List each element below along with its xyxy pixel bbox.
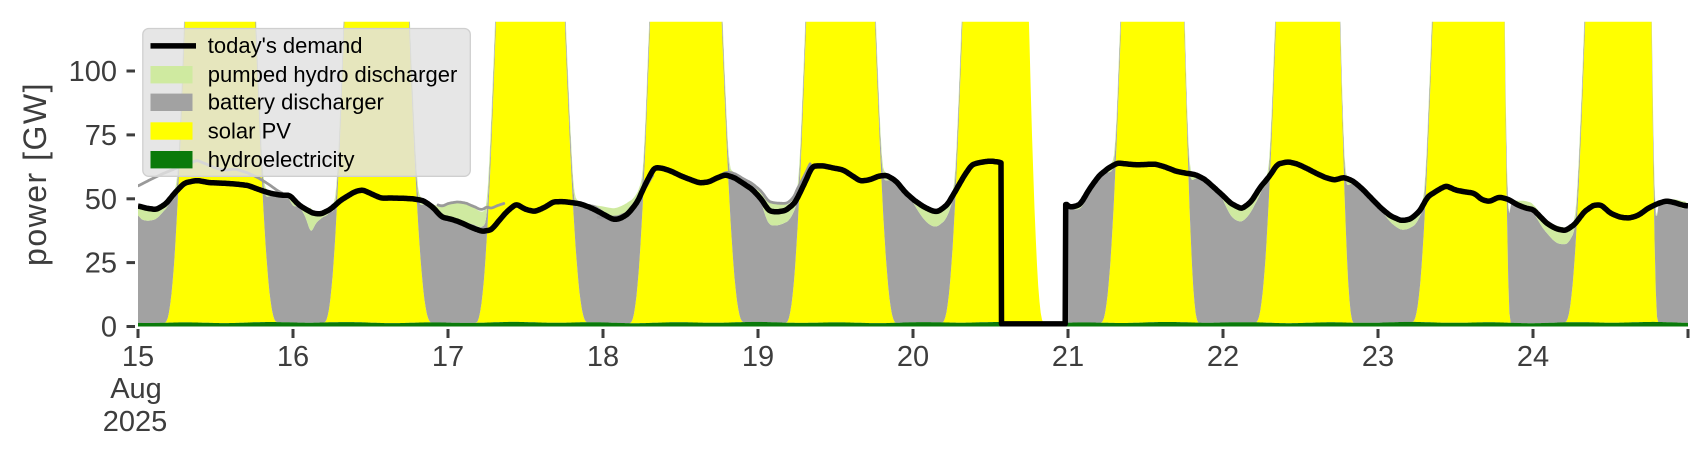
svg-text:today's demand: today's demand	[208, 33, 363, 58]
svg-text:75: 75	[85, 120, 117, 152]
svg-text:100: 100	[69, 56, 117, 88]
svg-text:23: 23	[1362, 341, 1394, 373]
svg-text:solar PV: solar PV	[208, 118, 291, 143]
svg-text:Aug: Aug	[110, 373, 162, 405]
svg-text:hydroelectricity: hydroelectricity	[208, 147, 355, 172]
svg-text:pumped hydro discharger: pumped hydro discharger	[208, 62, 457, 87]
svg-text:50: 50	[85, 184, 117, 216]
svg-text:25: 25	[85, 248, 117, 280]
svg-text:19: 19	[742, 341, 774, 373]
svg-text:2025: 2025	[103, 406, 168, 438]
svg-text:20: 20	[897, 341, 929, 373]
svg-text:21: 21	[1052, 341, 1084, 373]
svg-text:power [GW]: power [GW]	[17, 82, 53, 266]
svg-text:battery discharger: battery discharger	[208, 90, 384, 115]
svg-text:0: 0	[101, 312, 117, 344]
svg-text:24: 24	[1517, 341, 1549, 373]
svg-text:18: 18	[587, 341, 619, 373]
svg-text:17: 17	[432, 341, 464, 373]
svg-text:22: 22	[1207, 341, 1239, 373]
svg-text:16: 16	[277, 341, 309, 373]
svg-text:15: 15	[122, 341, 154, 373]
